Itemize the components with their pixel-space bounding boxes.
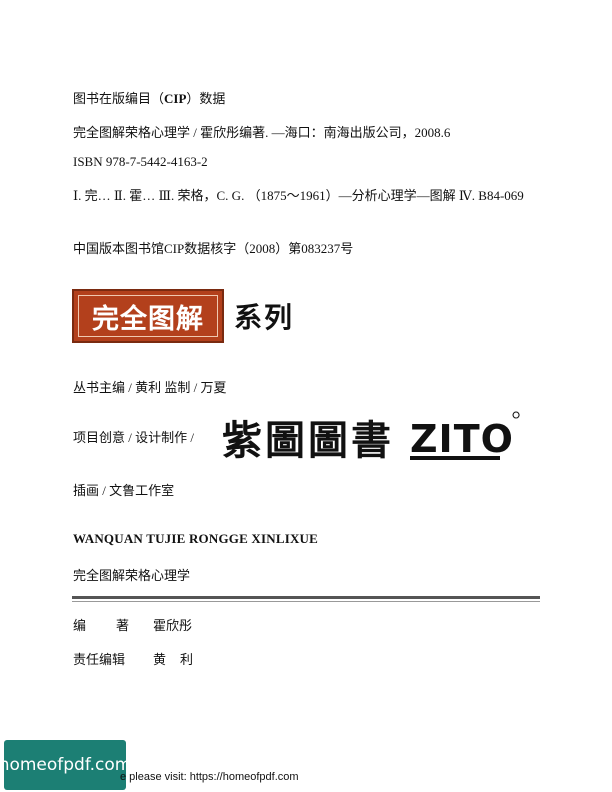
library-record: 中国版本图书馆CIP数据核字（2008）第083237号 bbox=[73, 241, 354, 256]
zito-logo-cn: 紫圖圖書 bbox=[222, 417, 394, 464]
watermark-link-text[interactable]: e please visit: https://homeofpdf.com bbox=[120, 771, 299, 783]
zito-logo-mark: ZITO bbox=[410, 411, 520, 461]
zito-logo-text: ZITO bbox=[410, 417, 514, 461]
editor-credit: 责任编辑 黄利 bbox=[73, 649, 207, 668]
series-suffix: 系列 bbox=[234, 301, 295, 334]
author-credit: 编著 霍欣彤 bbox=[73, 615, 192, 634]
author-name: 霍欣彤 bbox=[153, 618, 193, 633]
title-pinyin: WANQUAN TUJIE RONGGE XINLIXUE bbox=[73, 531, 319, 546]
catalog-entry: 完全图解荣格心理学 / 霍欣彤编著. —海口：南海出版公司，2008.6 bbox=[73, 125, 451, 140]
divider-thick bbox=[72, 596, 540, 599]
subject-headings: Ⅰ. 完… Ⅱ. 霍… Ⅲ. 荣格，C. G. （1875～1961）—分析心理… bbox=[73, 188, 524, 203]
title-cn: 完全图解荣格心理学 bbox=[73, 568, 191, 583]
divider-thin bbox=[72, 601, 540, 602]
editor-label: 责任编辑 bbox=[73, 652, 126, 667]
design-credit-label: 项目创意 / 设计制作 / bbox=[73, 430, 194, 445]
series-badge-text: 完全图解 bbox=[92, 303, 204, 335]
series-badge: 完全图解 bbox=[72, 289, 224, 343]
editor-name: 黄利 bbox=[153, 652, 208, 667]
series-logo: 完全图解 系列 bbox=[72, 288, 294, 344]
cip-heading: 图书在版编目（CIP）数据 bbox=[73, 88, 225, 107]
isbn: ISBN 978-7-5442-4163-2 bbox=[73, 154, 208, 169]
zito-logo: 紫圖圖書 ZITO bbox=[222, 408, 526, 466]
watermark-badge[interactable]: homeofpdf.com bbox=[0, 740, 131, 790]
watermark-badge-text: homeofpdf.com bbox=[0, 755, 132, 775]
cip-heading-post: ）数据 bbox=[186, 91, 226, 106]
cip-heading-pre: 图书在版编目（ bbox=[73, 91, 165, 106]
author-label: 编著 bbox=[73, 618, 160, 633]
cip-heading-bold: CIP bbox=[164, 91, 187, 106]
series-editor-credit: 丛书主编 / 黄利 监制 / 万夏 bbox=[73, 380, 227, 395]
illustration-credit: 插画 / 文鲁工作室 bbox=[73, 483, 175, 498]
